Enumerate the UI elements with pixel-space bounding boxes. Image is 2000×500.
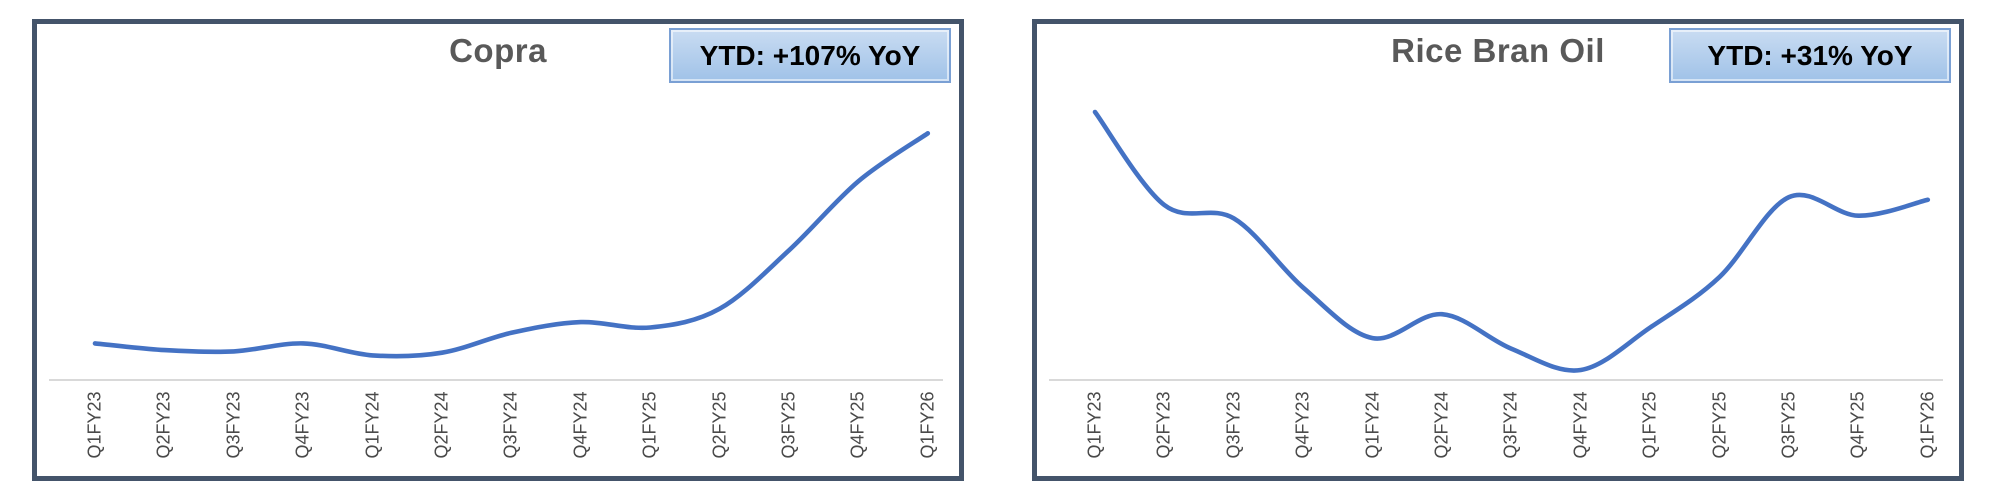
- line-chart-svg: [1049, 109, 1943, 381]
- ytd-badge: YTD: +107% YoY: [669, 28, 951, 83]
- chart-title: Copra: [449, 32, 547, 69]
- ytd-badge: YTD: +31% YoY: [1669, 28, 1951, 83]
- rice-bran-oil-chart-panel: Rice Bran Oil YTD: +31% YoY Q1FY23 Q2FY23…: [1032, 19, 1964, 481]
- price-line: [92, 131, 931, 359]
- copra-chart-area: Copra YTD: +107% YoY Q1FY23 Q2FY23 Q3FY23 Q…: [37, 24, 959, 476]
- chart-title: Rice Bran Oil: [1391, 32, 1605, 69]
- line-chart-svg: [49, 131, 943, 381]
- copra-chart-panel: Copra YTD: +107% YoY Q1FY23 Q2FY23 Q3FY23 Q…: [32, 19, 964, 481]
- rice-bran-oil-chart-area: Rice Bran Oil YTD: +31% YoY Q1FY23 Q2FY23…: [1037, 24, 1959, 476]
- price-line: [1092, 109, 1931, 373]
